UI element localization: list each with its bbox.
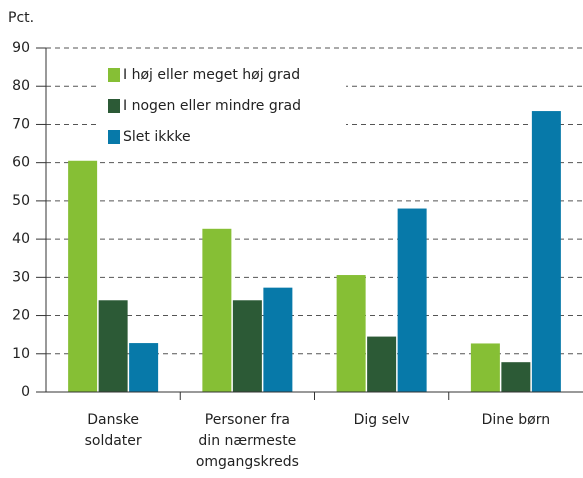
x-tick-label: Danske	[87, 412, 139, 428]
legend-swatch	[108, 68, 120, 82]
bar	[397, 208, 427, 392]
bar	[367, 336, 397, 392]
y-tick-label: 30	[12, 269, 30, 285]
bar	[531, 111, 561, 393]
legend-label: I nogen eller mindre grad	[123, 98, 301, 114]
y-tick-label: 50	[12, 193, 30, 209]
x-tick-label: Dine børn	[482, 412, 550, 428]
y-tick-label: 90	[12, 40, 30, 56]
bar	[263, 287, 293, 392]
x-tick-label: omgangskreds	[196, 454, 299, 470]
legend-label: Slet ikkke	[123, 129, 191, 145]
y-tick-label: 40	[12, 231, 30, 247]
bar	[68, 160, 98, 392]
y-tick-label: 10	[12, 346, 30, 362]
x-tick-label: Dig selv	[354, 412, 410, 428]
x-tick-label: din nærmeste	[198, 433, 296, 449]
legend-swatch	[108, 99, 120, 113]
bar	[202, 228, 232, 392]
y-tick-label: 20	[12, 308, 30, 324]
y-tick-label: 0	[21, 384, 30, 400]
y-tick-label: 70	[12, 116, 30, 132]
x-tick-label: Personer fra	[205, 412, 290, 428]
x-tick-label: soldater	[85, 433, 142, 449]
bar	[129, 343, 159, 392]
legend-label: I høj eller meget høj grad	[123, 67, 300, 83]
bar	[336, 275, 366, 392]
bar	[98, 300, 128, 392]
bar	[232, 300, 262, 392]
legend-background	[100, 62, 346, 158]
bar	[470, 343, 500, 392]
y-tick-label: 80	[12, 78, 30, 94]
y-tick-label: 60	[12, 155, 30, 171]
y-axis-label: Pct.	[8, 10, 34, 26]
bar	[501, 362, 531, 392]
legend-swatch	[108, 130, 120, 144]
